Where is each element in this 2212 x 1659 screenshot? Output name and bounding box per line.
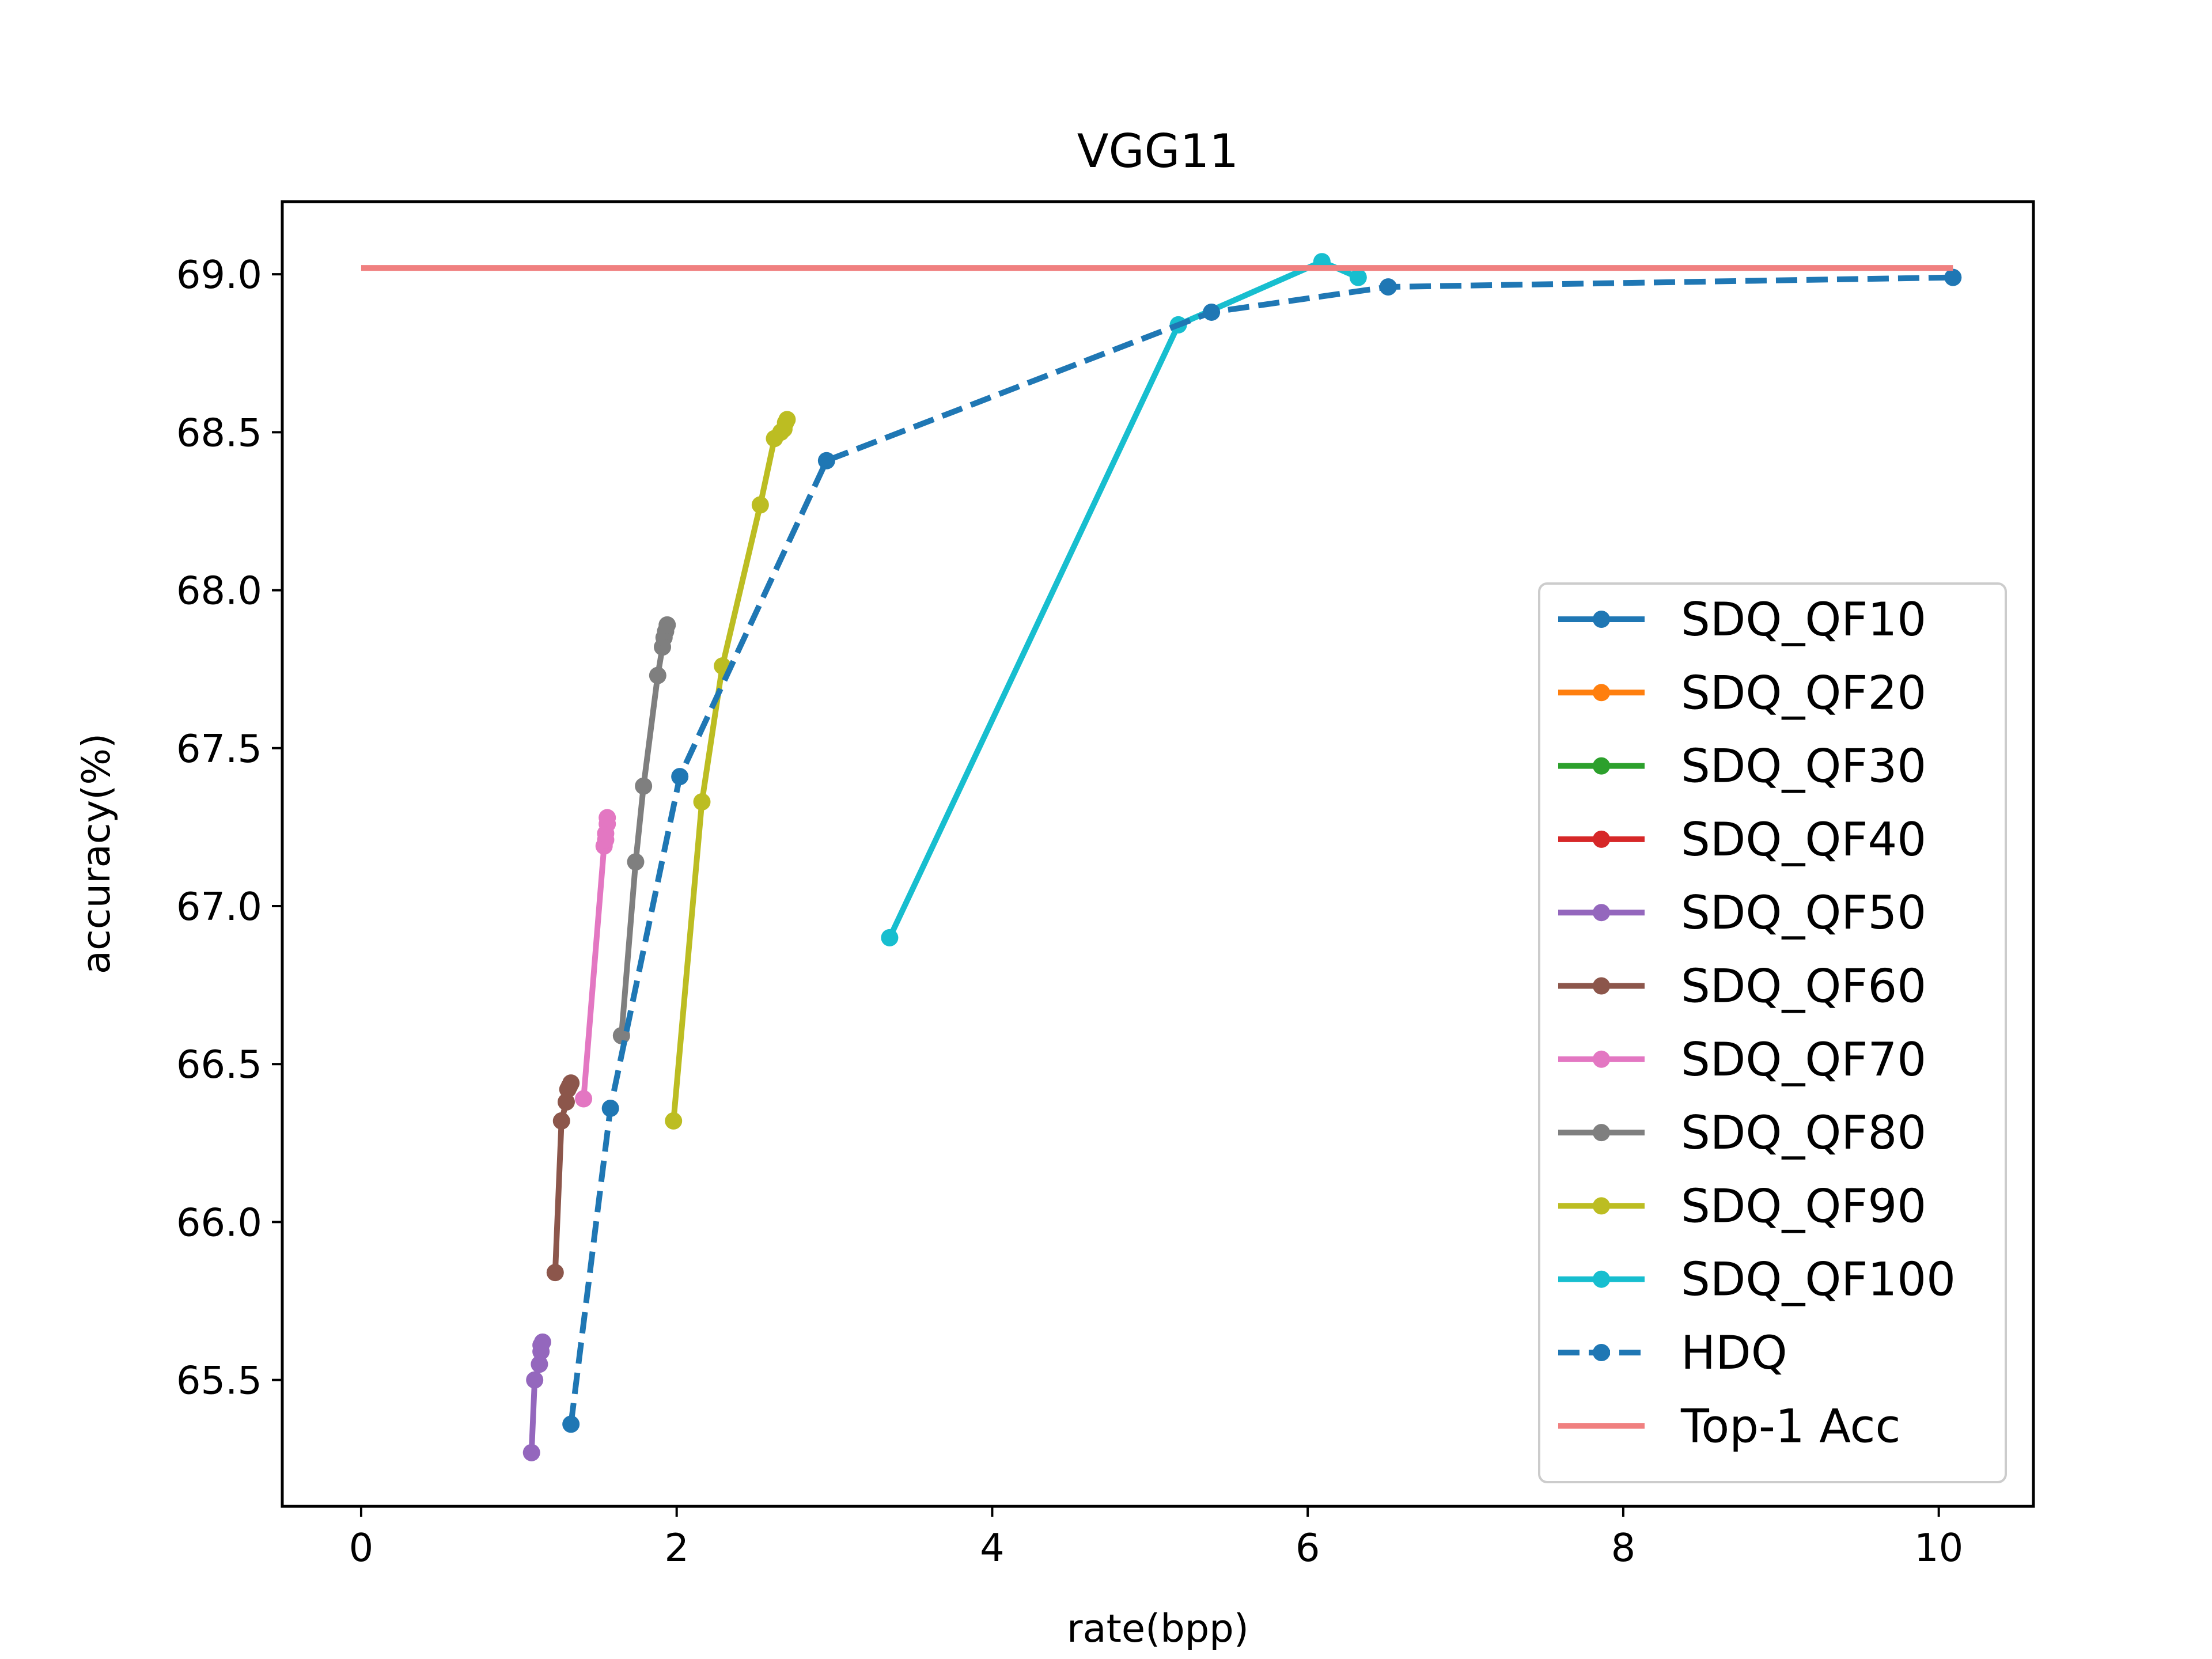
data-point-sdq-qf90 xyxy=(751,496,769,514)
legend-marker xyxy=(1593,830,1610,848)
legend-item-sdq-qf30: SDQ_QF30 xyxy=(1558,740,1926,793)
data-point-sdq-qf60 xyxy=(557,1093,575,1111)
data-point-sdq-qf80 xyxy=(658,616,676,634)
ticks-layer: 0 2 4 6 8 10 65.5 66.0 66.5 67.0 67.5 68.0 68.5 69.0 xyxy=(176,252,1963,1570)
y-tick-label: 65.5 xyxy=(176,1358,262,1403)
y-tick-label: 67.0 xyxy=(176,884,262,929)
legend-label: SDQ_QF50 xyxy=(1681,886,1926,940)
legend-label: SDQ_QF100 xyxy=(1681,1253,1956,1306)
data-point-sdq-qf90 xyxy=(778,411,796,429)
data-point-sdq-qf60 xyxy=(562,1074,580,1092)
legend-item-sdq-qf70: SDQ_QF70 xyxy=(1558,1033,1926,1086)
legend-label: SDQ_QF20 xyxy=(1681,666,1926,719)
y-tick-label: 68.5 xyxy=(176,410,262,455)
legend-label: SDQ_QF10 xyxy=(1681,593,1926,646)
legend-label: SDQ_QF60 xyxy=(1681,960,1926,1013)
legend-marker xyxy=(1593,1344,1610,1361)
data-point-sdq-qf70 xyxy=(599,809,616,827)
data-point-sdq-qf70 xyxy=(575,1090,593,1108)
legend-item-sdq-qf40: SDQ_QF40 xyxy=(1558,813,1926,866)
chart-title: VGG11 xyxy=(1077,124,1239,178)
data-point-hdq xyxy=(817,452,835,469)
series-sdq-qf70 xyxy=(575,809,616,1108)
data-point-sdq-qf50 xyxy=(533,1333,551,1351)
data-point-sdq-qf80 xyxy=(635,777,653,795)
data-point-sdq-qf100 xyxy=(881,929,899,946)
legend-marker xyxy=(1593,684,1610,702)
x-axis-label: rate(bpp) xyxy=(1067,1606,1249,1651)
data-point-sdq-qf80 xyxy=(627,853,645,871)
plot-frame xyxy=(281,200,2035,1508)
legend-marker xyxy=(1593,977,1610,995)
data-point-sdq-qf100 xyxy=(1349,268,1367,286)
data-point-sdq-qf90 xyxy=(665,1112,683,1130)
data-point-hdq xyxy=(1379,278,1397,296)
legend-label: SDQ_QF90 xyxy=(1681,1179,1926,1233)
x-tick-label: 8 xyxy=(1611,1525,1636,1570)
data-point-sdq-qf60 xyxy=(546,1264,564,1282)
data-point-sdq-qf90 xyxy=(693,793,711,811)
legend-item-sdq-qf20: SDQ_QF20 xyxy=(1558,666,1926,719)
y-tick-label: 69.0 xyxy=(176,252,262,297)
legend-item-sdq-qf90: SDQ_QF90 xyxy=(1558,1179,1926,1233)
legend-label: SDQ_QF80 xyxy=(1681,1106,1926,1160)
series-sdq-qf80 xyxy=(612,616,676,1044)
data-point-sdq-qf80 xyxy=(649,666,666,684)
y-tick-label: 67.5 xyxy=(176,726,262,771)
data-point-sdq-qf80 xyxy=(612,1027,630,1044)
series-sdq-qf50 xyxy=(522,1333,551,1461)
y-tick-label: 66.0 xyxy=(176,1200,262,1245)
legend-marker xyxy=(1593,1124,1610,1142)
x-tick-label: 0 xyxy=(349,1525,374,1570)
legend-item-sdq-qf50: SDQ_QF50 xyxy=(1558,886,1926,940)
series-layer xyxy=(361,253,1962,1461)
legend-marker xyxy=(1593,904,1610,922)
x-tick-label: 10 xyxy=(1914,1525,1963,1570)
legend-label: SDQ_QF70 xyxy=(1681,1033,1926,1086)
data-point-hdq xyxy=(1944,268,1962,286)
x-tick-label: 6 xyxy=(1296,1525,1320,1570)
data-point-sdq-qf50 xyxy=(526,1371,544,1389)
legend-marker xyxy=(1593,1050,1610,1068)
legend-label: SDQ_QF40 xyxy=(1681,813,1926,866)
legend-item-sdq-qf60: SDQ_QF60 xyxy=(1558,960,1926,1013)
legend: SDQ_QF10 SDQ_QF20 SDQ_QF30 SDQ_QF40 SDQ_QF50… xyxy=(1538,582,2007,1483)
data-point-sdq-qf50 xyxy=(531,1355,548,1373)
y-tick-label: 66.5 xyxy=(176,1042,262,1087)
y-axis-label: accuracy(%) xyxy=(74,733,119,974)
y-tick-label: 68.0 xyxy=(176,569,262,613)
series-hdq xyxy=(562,268,1962,1433)
legend-marker xyxy=(1593,611,1610,628)
legend-marker xyxy=(1593,1197,1610,1215)
data-point-hdq xyxy=(1203,303,1221,321)
data-point-hdq xyxy=(562,1415,580,1433)
series-sdq-qf60 xyxy=(546,1074,580,1282)
data-point-sdq-qf60 xyxy=(552,1112,570,1130)
legend-item-sdq-qf100: SDQ_QF100 xyxy=(1558,1253,1956,1306)
x-tick-label: 4 xyxy=(980,1525,1005,1570)
legend-marker xyxy=(1593,1270,1610,1288)
legend-label: Top-1 Acc xyxy=(1680,1399,1900,1453)
data-point-hdq xyxy=(601,1099,619,1117)
data-point-sdq-qf50 xyxy=(522,1444,540,1461)
data-point-hdq xyxy=(671,768,689,786)
legend-label: SDQ_QF30 xyxy=(1681,740,1926,793)
legend-item-top-1-acc: Top-1 Acc xyxy=(1558,1399,1900,1453)
x-tick-label: 2 xyxy=(664,1525,689,1570)
legend-item-hdq: HDQ xyxy=(1558,1326,1787,1380)
legend-item-sdq-qf10: SDQ_QF10 xyxy=(1558,593,1926,646)
legend-box xyxy=(1538,582,2007,1483)
legend-item-sdq-qf80: SDQ_QF80 xyxy=(1558,1106,1926,1160)
legend-marker xyxy=(1593,757,1610,775)
legend-label: HDQ xyxy=(1681,1326,1787,1380)
